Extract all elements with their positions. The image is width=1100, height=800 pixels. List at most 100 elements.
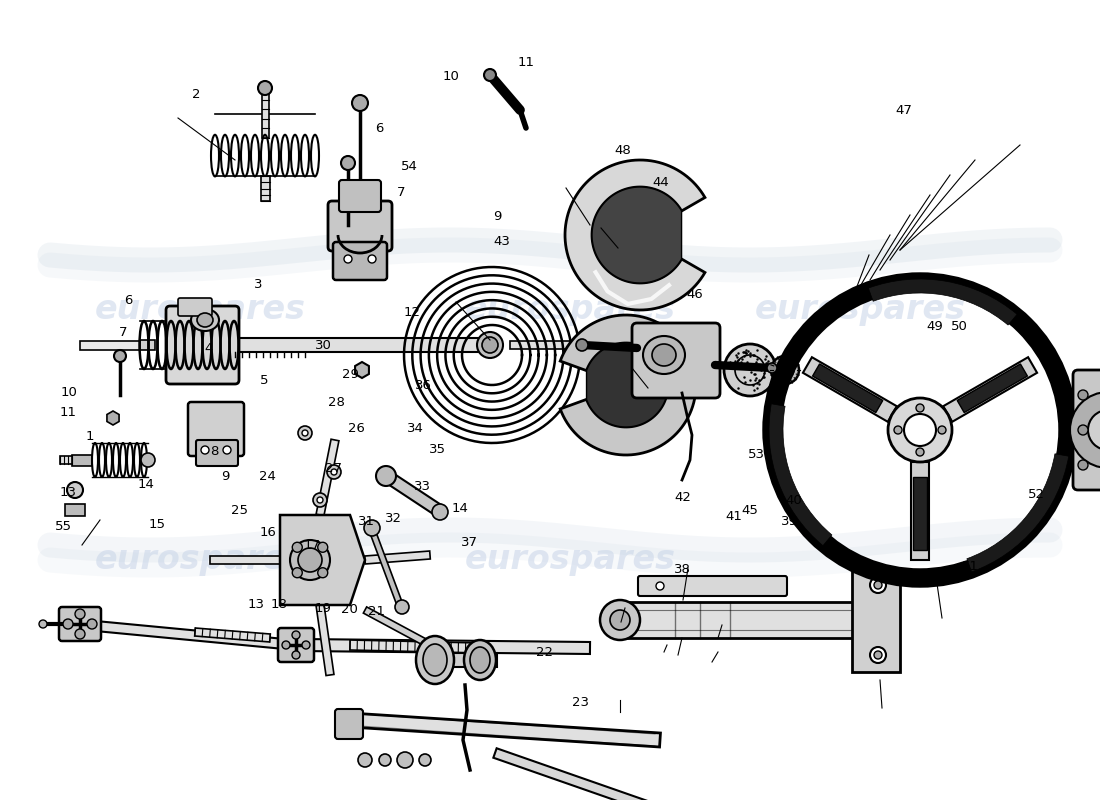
Text: 50: 50 xyxy=(950,320,968,333)
Circle shape xyxy=(1078,460,1088,470)
Text: 46: 46 xyxy=(686,288,704,301)
Polygon shape xyxy=(261,176,270,201)
Text: 37: 37 xyxy=(461,536,478,549)
Polygon shape xyxy=(565,160,705,310)
Text: 11: 11 xyxy=(59,406,77,418)
Polygon shape xyxy=(382,470,441,515)
Circle shape xyxy=(938,426,946,434)
Text: 49: 49 xyxy=(926,320,944,333)
Circle shape xyxy=(318,542,328,552)
FancyBboxPatch shape xyxy=(278,628,314,662)
Circle shape xyxy=(1078,390,1088,400)
Polygon shape xyxy=(363,607,431,648)
Text: 40: 40 xyxy=(785,494,803,506)
Text: 34: 34 xyxy=(407,422,425,434)
Text: 5: 5 xyxy=(260,374,268,386)
Circle shape xyxy=(298,548,322,572)
FancyBboxPatch shape xyxy=(339,180,381,212)
Circle shape xyxy=(302,641,310,649)
Ellipse shape xyxy=(470,647,490,673)
FancyBboxPatch shape xyxy=(166,306,239,384)
Circle shape xyxy=(364,520,380,536)
Text: 53: 53 xyxy=(748,448,766,461)
Text: 9: 9 xyxy=(493,210,502,222)
Polygon shape xyxy=(262,90,268,138)
Circle shape xyxy=(302,430,308,436)
Polygon shape xyxy=(560,315,696,455)
Polygon shape xyxy=(586,343,668,427)
Text: 48: 48 xyxy=(614,144,631,157)
Polygon shape xyxy=(210,556,280,564)
Polygon shape xyxy=(365,551,430,564)
Text: 14: 14 xyxy=(451,502,469,514)
Circle shape xyxy=(358,753,372,767)
FancyBboxPatch shape xyxy=(638,576,786,596)
Polygon shape xyxy=(280,515,365,605)
Polygon shape xyxy=(494,748,792,800)
Text: 47: 47 xyxy=(895,104,913,117)
Circle shape xyxy=(331,469,337,475)
Text: 2: 2 xyxy=(191,88,200,101)
Ellipse shape xyxy=(724,344,776,396)
Polygon shape xyxy=(60,456,72,464)
Polygon shape xyxy=(510,341,580,349)
Text: 28: 28 xyxy=(328,396,345,409)
Circle shape xyxy=(397,752,412,768)
Text: 36: 36 xyxy=(415,379,432,392)
Polygon shape xyxy=(72,454,92,466)
Text: 3: 3 xyxy=(254,278,263,290)
Text: 13: 13 xyxy=(248,598,265,610)
Circle shape xyxy=(419,754,431,766)
Text: 33: 33 xyxy=(414,480,431,493)
Circle shape xyxy=(379,754,390,766)
Circle shape xyxy=(870,647,886,663)
Ellipse shape xyxy=(416,636,454,684)
Polygon shape xyxy=(107,411,119,425)
Circle shape xyxy=(432,504,448,520)
FancyBboxPatch shape xyxy=(178,298,212,316)
Circle shape xyxy=(290,540,330,580)
Text: eurospares: eurospares xyxy=(464,543,675,577)
Circle shape xyxy=(63,619,73,629)
Text: 45: 45 xyxy=(741,504,759,517)
Polygon shape xyxy=(813,364,883,413)
Circle shape xyxy=(352,95,368,111)
Circle shape xyxy=(874,651,882,659)
Circle shape xyxy=(916,448,924,456)
Text: 51: 51 xyxy=(961,560,979,573)
Ellipse shape xyxy=(464,640,496,680)
Wedge shape xyxy=(769,404,832,546)
Text: 31: 31 xyxy=(358,515,375,528)
Polygon shape xyxy=(913,477,927,550)
Circle shape xyxy=(314,493,327,507)
Circle shape xyxy=(201,446,209,454)
Circle shape xyxy=(292,651,300,659)
Wedge shape xyxy=(967,454,1069,572)
Polygon shape xyxy=(140,340,155,350)
Circle shape xyxy=(870,577,886,593)
Ellipse shape xyxy=(771,356,799,384)
Text: eurospares: eurospares xyxy=(95,294,306,326)
Text: 19: 19 xyxy=(315,602,332,614)
Text: 12: 12 xyxy=(404,306,421,318)
Circle shape xyxy=(327,465,341,479)
Text: 27: 27 xyxy=(324,462,342,474)
Text: 23: 23 xyxy=(572,696,590,709)
Ellipse shape xyxy=(776,361,794,379)
Polygon shape xyxy=(195,628,271,642)
Polygon shape xyxy=(620,602,860,638)
FancyBboxPatch shape xyxy=(188,402,244,456)
Text: 17: 17 xyxy=(304,539,321,552)
Ellipse shape xyxy=(197,313,213,327)
Circle shape xyxy=(874,581,882,589)
FancyBboxPatch shape xyxy=(1072,370,1100,490)
Text: 4: 4 xyxy=(205,342,213,354)
Circle shape xyxy=(39,620,47,628)
Text: 32: 32 xyxy=(385,512,403,525)
FancyBboxPatch shape xyxy=(632,323,721,398)
Circle shape xyxy=(293,542,303,552)
Bar xyxy=(852,568,900,672)
Circle shape xyxy=(293,568,303,578)
Text: 38: 38 xyxy=(673,563,691,576)
Polygon shape xyxy=(350,713,660,747)
